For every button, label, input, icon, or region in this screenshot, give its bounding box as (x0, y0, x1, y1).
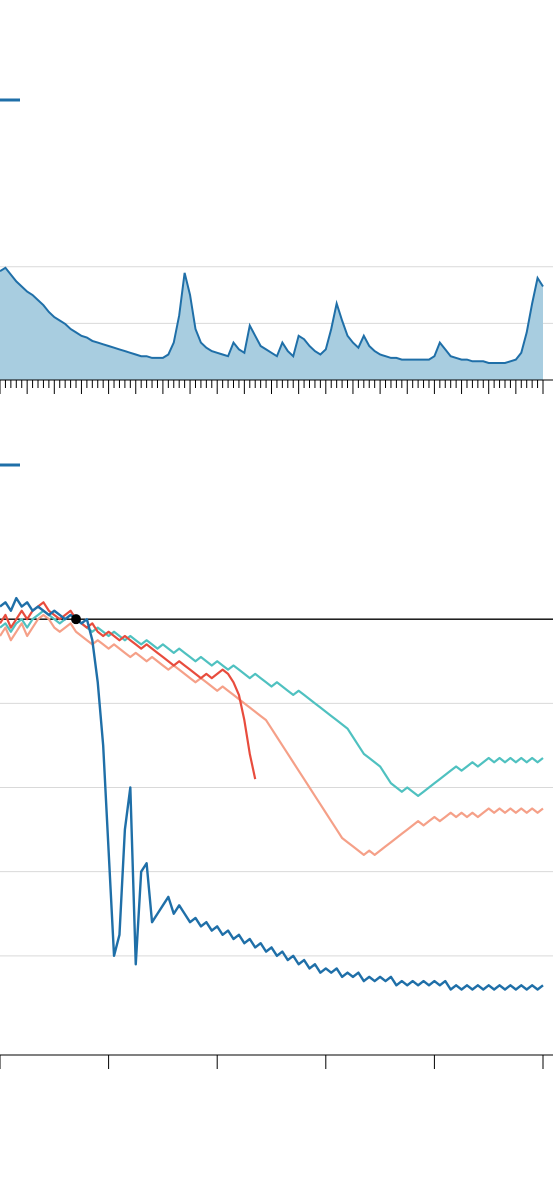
reference-marker (71, 614, 81, 624)
area-chart (0, 60, 553, 420)
series-blue (0, 598, 543, 989)
series-salmon (0, 615, 543, 855)
line-chart (0, 425, 553, 1085)
